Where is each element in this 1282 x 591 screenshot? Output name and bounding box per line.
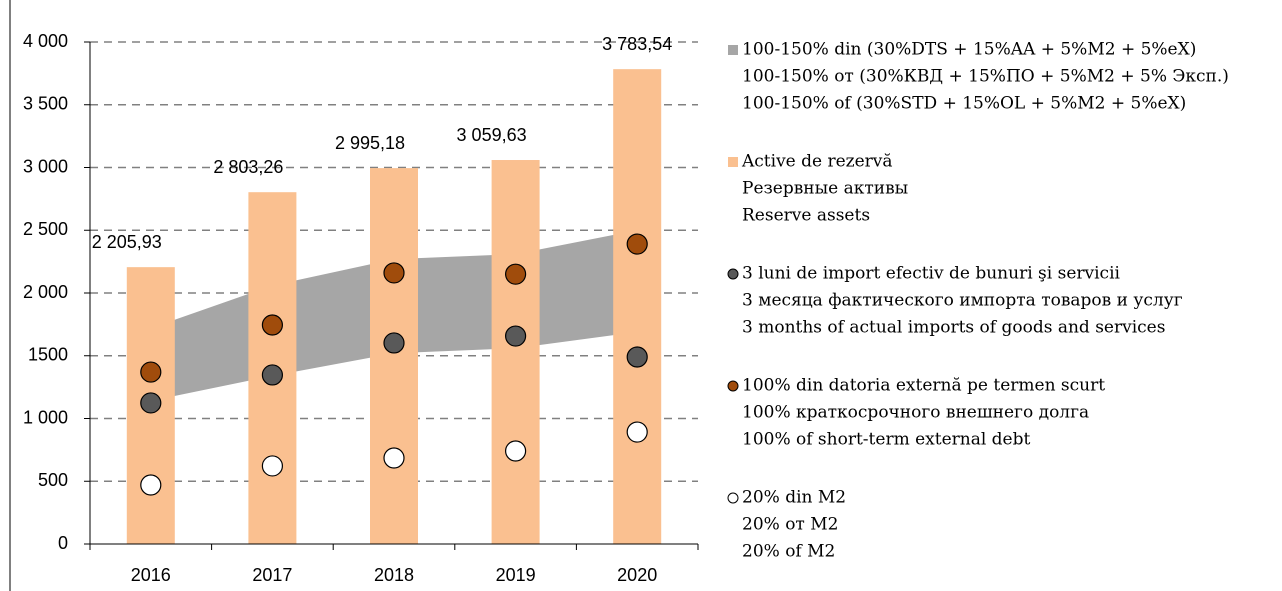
data-label: 2 995,18 (335, 133, 405, 153)
data-label: 3 059,63 (457, 125, 527, 145)
legend-label: 3 luni de import efectiv de bunuri şi se… (742, 264, 1121, 284)
legend-marker (727, 492, 739, 504)
dot (140, 474, 162, 496)
dot (626, 233, 648, 255)
legend-label: 100-150% of (30%STD + 15%OL + 5%M2 + 5%e… (742, 94, 1186, 114)
dot (383, 262, 405, 284)
y-tick-label: 0 (58, 533, 68, 553)
dot (140, 361, 162, 383)
legend-label: Резервные активы (742, 179, 908, 199)
bar (370, 168, 418, 544)
legend-marker (727, 268, 739, 280)
dot (140, 392, 162, 414)
bar (613, 69, 662, 544)
legend-label: 20% от М2 (742, 515, 838, 535)
bar (491, 160, 540, 545)
y-tick-label: 3 000 (23, 156, 68, 176)
legend-label: 20% of M2 (742, 542, 835, 562)
dot (261, 314, 283, 336)
y-tick-label: 2 500 (23, 219, 68, 239)
data-label: 3 783,54 (602, 34, 672, 54)
legend-label: 3 months of actual imports of goods and … (742, 318, 1165, 338)
data-label: 2 803,26 (213, 157, 283, 177)
x-tick-label: 2016 (131, 565, 171, 585)
dot (504, 263, 527, 285)
legend-label: 100-150% din (30%DTS + 15%AA + 5%M2 + 5%… (742, 40, 1196, 60)
y-tick-label: 500 (38, 470, 68, 490)
dot (383, 447, 405, 469)
y-tick-label: 1500 (28, 345, 68, 365)
data-label: 2 205,93 (92, 232, 162, 252)
x-tick-label: 2018 (374, 565, 414, 585)
legend-marker (728, 157, 738, 167)
y-tick-label: 3 500 (23, 94, 68, 114)
dot (504, 440, 527, 462)
dot (383, 332, 405, 354)
legend-label: 100% din datoria externă pe termen scurt (742, 376, 1105, 396)
legend-label: 100% краткосрочного внешнего долга (742, 403, 1089, 423)
y-tick-label: 2 000 (23, 282, 68, 302)
legend-label: 3 месяца фактического импорта товаров и … (742, 291, 1183, 311)
dot (626, 346, 648, 368)
x-tick-label: 2017 (252, 565, 292, 585)
legend-marker (727, 380, 739, 392)
legend-label: Reserve assets (742, 206, 870, 226)
y-tick-label: 4 000 (23, 31, 68, 51)
legend-label: 100% of short-term external debt (742, 430, 1031, 450)
x-tick-label: 2020 (617, 565, 657, 585)
y-tick-label: 1 000 (23, 407, 68, 427)
x-tick-label: 2019 (496, 565, 536, 585)
legend-label: 20% din M2 (742, 488, 846, 508)
dot (626, 421, 648, 443)
legend-label: Active de rezervă (741, 152, 893, 172)
dot (261, 455, 283, 477)
legend-label: 100-150% от (30%КВД + 15%ПО + 5%М2 + 5% … (742, 67, 1229, 87)
legend-marker (728, 45, 738, 55)
dot (261, 364, 283, 386)
dot (504, 325, 527, 347)
